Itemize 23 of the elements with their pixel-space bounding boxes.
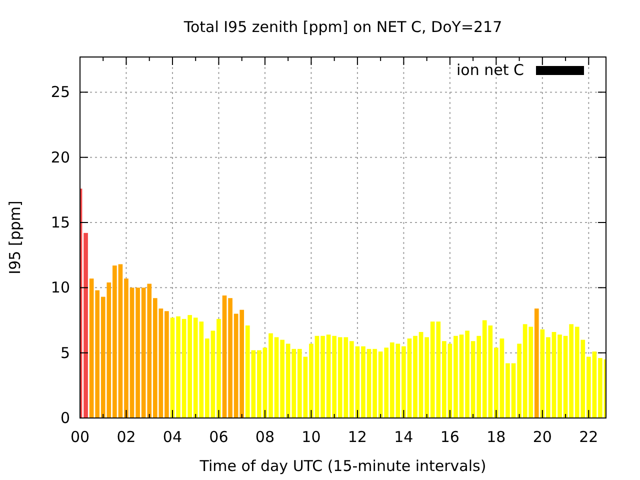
x-axis-title: Time of day UTC (15-minute intervals) xyxy=(198,457,486,475)
x-tick-label: 00 xyxy=(70,428,90,446)
bar xyxy=(534,308,539,418)
x-tick-label: 08 xyxy=(255,428,275,446)
x-tick-label: 20 xyxy=(532,428,552,446)
x-tick-label: 12 xyxy=(348,428,367,446)
x-tick-label: 14 xyxy=(394,428,414,446)
x-tick-label: 18 xyxy=(486,428,506,446)
y-tick-label: 20 xyxy=(50,148,70,166)
y-tick-label: 25 xyxy=(50,83,70,102)
x-tick-label: 22 xyxy=(579,428,598,446)
x-tick-label: 04 xyxy=(162,428,182,446)
y-tick-label: 0 xyxy=(60,409,70,427)
y-tick-label: 10 xyxy=(50,278,70,297)
y-tick-label: 15 xyxy=(50,214,70,232)
text: ion net C xyxy=(456,61,524,79)
y-axis-title: I95 [ppm] xyxy=(6,200,24,274)
x-tick-label: 02 xyxy=(116,428,136,446)
x-tick-label: 10 xyxy=(302,428,321,446)
x-tick-label: 06 xyxy=(209,428,228,446)
x-tick-label: 16 xyxy=(440,428,460,446)
chart-title: Total I95 zenith [ppm] on NET C, DoY=217 xyxy=(182,18,502,36)
y-tick-label: 5 xyxy=(60,344,70,362)
